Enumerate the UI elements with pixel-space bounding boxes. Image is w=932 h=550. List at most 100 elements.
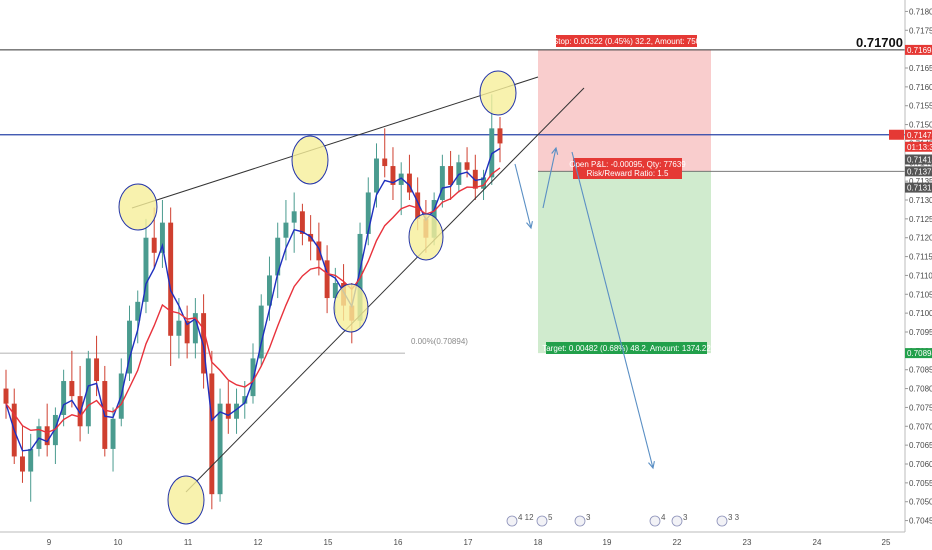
candle [77,365,83,442]
candle [439,154,445,208]
candle [159,200,165,268]
candle [390,147,396,200]
candle [291,192,297,253]
candle-body [217,403,223,495]
event-badge: 4 [649,513,666,527]
candle [299,203,305,246]
candle [406,154,412,200]
candle-body [406,173,412,193]
entry-sub-price-tag-bg [905,182,932,193]
candle [365,177,371,246]
time-tick-label: 19 [603,538,612,547]
candle-body [299,211,305,234]
time-tick-label: 23 [743,538,752,547]
candle-body [52,414,58,446]
candle [201,294,207,389]
symbol-tag [889,129,904,140]
time-tick-label: 24 [813,538,822,547]
flag-icon [671,515,683,527]
target-box-bg [546,342,707,354]
candle-body [151,237,157,253]
time-tick-label: 22 [673,538,682,547]
time-tick-label: 15 [324,538,333,547]
candle [448,150,454,200]
arrow-down-2-head [648,461,655,470]
target-box-text: Target: 0.00482 (0.68%) 48.2, Amount: 13… [542,344,711,353]
candle [28,433,34,502]
candle-body [3,388,9,404]
time-tick-label: 17 [464,538,473,547]
candle [44,403,50,457]
risk-reward-zones: Stop: 0.00322 (0.45%) 32.2, Amount: 750 O… [538,35,905,354]
event-badge-count: 3 [586,513,591,522]
candle-body [472,169,478,189]
candle-body [316,241,322,261]
candle-body [291,211,297,223]
candle [85,350,91,434]
moving-averages [5,147,501,452]
target-zone [538,171,711,354]
pnl-box-text: Risk/Reward Ratio: 1.5 [587,169,669,178]
time-axis[interactable]: 9 10 11 12 15 16 17 18 19 22 23 24 25 [0,531,905,547]
big-price-label: 0.71700 [856,35,903,50]
candle [398,162,404,216]
candle-body [192,313,198,344]
time-tick-label: 11 [184,538,193,547]
entry-price-tag: 0.71376 [905,166,932,177]
candle-body [28,448,34,472]
candle-body [44,426,50,446]
candle-body [69,381,75,397]
event-badge: 4 12 [506,513,534,527]
candle [456,154,462,193]
fib-zero-label: 0.00%(0.70894) [411,337,468,346]
wedge-upper-line [131,76,539,209]
candle-body [398,173,404,185]
candle-body [456,162,462,185]
candle-body [61,381,67,415]
candle-body [464,162,470,170]
candle [135,290,141,344]
event-badge-count: 4 12 [518,513,534,522]
time-tick-label: 9 [47,538,52,547]
candle [19,426,25,483]
candle-body [234,403,240,419]
candle-body [143,237,149,302]
candle [61,369,67,427]
event-badge: 3 [671,513,688,527]
candle [176,298,182,359]
time-tick-label: 18 [534,538,543,547]
candle [3,369,9,419]
target-price-tag-text: 0.70894 [907,349,932,358]
pnl-box-text: Open P&L: -0.00095, Qty: 77639 [569,160,686,169]
arrow-up-head [551,146,559,155]
candle-body [324,260,330,299]
candle [184,305,190,359]
candle [225,381,231,434]
trendline-drawings [118,70,655,525]
countdown-tag-text: 01:13:37 [907,143,932,152]
countdown-tag-bg [905,141,932,152]
candle-body [85,358,91,427]
candle [192,298,198,359]
stop-price-tag: 0.71698 [905,44,932,55]
candle [94,335,100,397]
stop-box: Stop: 0.00322 (0.45%) 32.2, Amount: 750 [553,35,701,47]
current-price-tag: 0.71473 [905,129,932,140]
highlight-circle [167,475,205,525]
wedge-lower-line [185,87,585,493]
candle-body [283,222,289,238]
candle-body [184,320,190,344]
